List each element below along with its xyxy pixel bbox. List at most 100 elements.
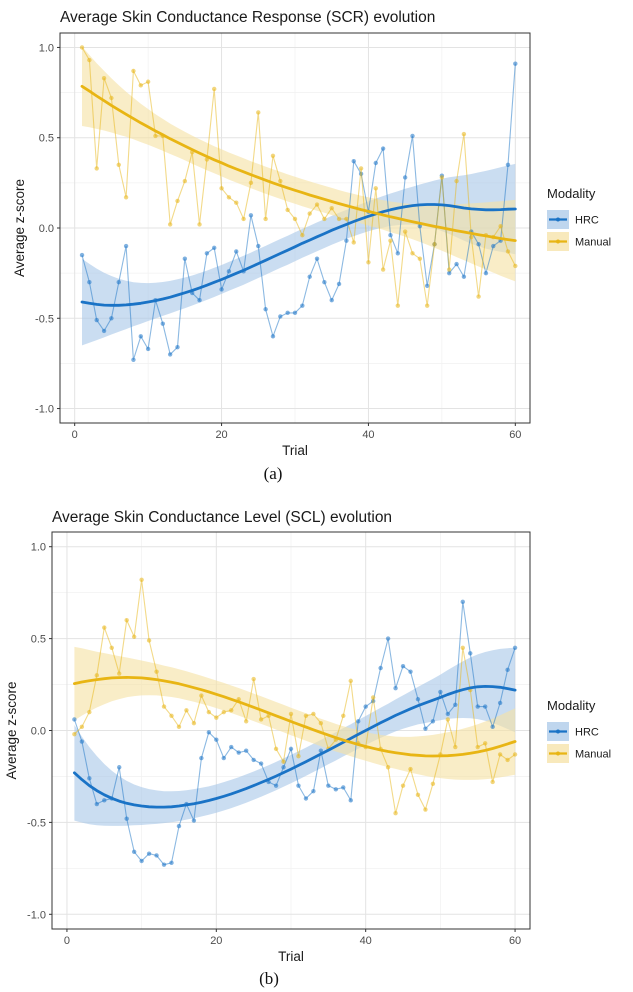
data-point: [322, 216, 327, 222]
data-point: [219, 287, 224, 292]
data-point: [258, 761, 264, 766]
legend-title: Modality: [547, 698, 596, 713]
data-point: [461, 131, 467, 137]
data-point: [248, 213, 254, 218]
data-point: [344, 216, 349, 222]
data-point: [278, 314, 283, 319]
data-point: [229, 708, 234, 713]
data-point: [229, 744, 234, 750]
data-point: [329, 298, 334, 303]
data-point: [117, 671, 122, 676]
data-point: [199, 693, 204, 698]
data-point: [102, 625, 107, 630]
data-point: [167, 352, 173, 357]
legend-key-dot: [556, 239, 560, 244]
data-point: [79, 252, 85, 258]
data-point: [161, 704, 167, 709]
data-point: [219, 186, 224, 191]
data-point: [154, 669, 159, 674]
x-tick-label: 0: [72, 429, 78, 441]
data-point: [490, 724, 495, 730]
data-point: [318, 720, 324, 726]
y-tick-label: -0.5: [35, 313, 54, 325]
data-point: [447, 270, 452, 276]
data-point: [204, 251, 210, 256]
data-point: [139, 577, 144, 582]
legend-key-dot: [556, 751, 560, 756]
x-tick-label: 40: [360, 935, 372, 947]
data-point: [497, 700, 503, 706]
data-point: [206, 709, 212, 715]
data-point: [475, 704, 480, 709]
data-point: [417, 256, 423, 261]
data-point: [505, 667, 510, 673]
data-point: [314, 256, 320, 261]
data-point: [182, 178, 188, 184]
data-point: [424, 283, 430, 288]
data-point: [445, 711, 451, 717]
chart-2: Average Skin Conductance Level (SCL) evo…: [4, 509, 611, 988]
x-tick-label: 60: [509, 935, 521, 947]
data-point: [131, 849, 137, 855]
trend-line-manual: [80, 84, 517, 243]
data-point: [476, 294, 481, 299]
data-point: [329, 205, 334, 211]
data-point: [285, 207, 290, 213]
data-point: [94, 673, 100, 678]
data-point: [385, 765, 391, 770]
data-point: [288, 746, 294, 752]
data-point: [348, 798, 353, 803]
data-point: [300, 233, 305, 238]
data-point: [251, 757, 256, 763]
data-point: [175, 344, 180, 350]
data-point: [505, 162, 511, 168]
data-point: [288, 711, 294, 717]
data-point: [311, 711, 316, 717]
data-point: [402, 229, 408, 234]
data-point: [348, 678, 353, 684]
data-point: [318, 748, 324, 753]
data-point: [191, 720, 197, 726]
data-point: [460, 645, 465, 650]
data-point: [263, 307, 268, 312]
data-point: [490, 779, 495, 785]
data-point: [475, 744, 480, 750]
data-point: [102, 798, 107, 803]
legend: Modality HRC Manual: [547, 698, 611, 763]
data-point: [378, 665, 383, 671]
legend-key-dot: [556, 217, 560, 222]
data-point: [199, 755, 204, 761]
data-point: [402, 175, 408, 180]
data-point: [430, 719, 436, 724]
data-point: [221, 709, 226, 715]
data-point: [513, 263, 518, 269]
data-point: [439, 175, 445, 180]
data-point: [256, 243, 261, 249]
data-line-manual: [74, 579, 516, 814]
data-point: [226, 269, 232, 274]
data-point: [336, 216, 342, 222]
y-tick-label: 0.5: [39, 133, 54, 145]
legend-title: Modality: [547, 186, 596, 201]
data-point: [307, 211, 312, 216]
figure-caption: (a): [264, 464, 283, 483]
data-point: [482, 741, 488, 746]
data-point: [356, 719, 361, 724]
data-point: [101, 75, 107, 81]
data-point: [363, 704, 368, 709]
data-point: [138, 83, 143, 88]
y-tick-label: 0.0: [39, 223, 54, 235]
data-point: [432, 242, 437, 247]
data-point: [285, 310, 290, 316]
data-point: [410, 133, 415, 139]
data-point: [241, 216, 246, 222]
data-point: [430, 781, 436, 787]
data-point: [169, 860, 174, 866]
data-point: [393, 811, 398, 816]
data-point: [124, 816, 129, 821]
data-point: [197, 222, 202, 227]
data-point: [513, 61, 518, 66]
data-point: [117, 765, 122, 770]
data-point: [145, 346, 151, 352]
